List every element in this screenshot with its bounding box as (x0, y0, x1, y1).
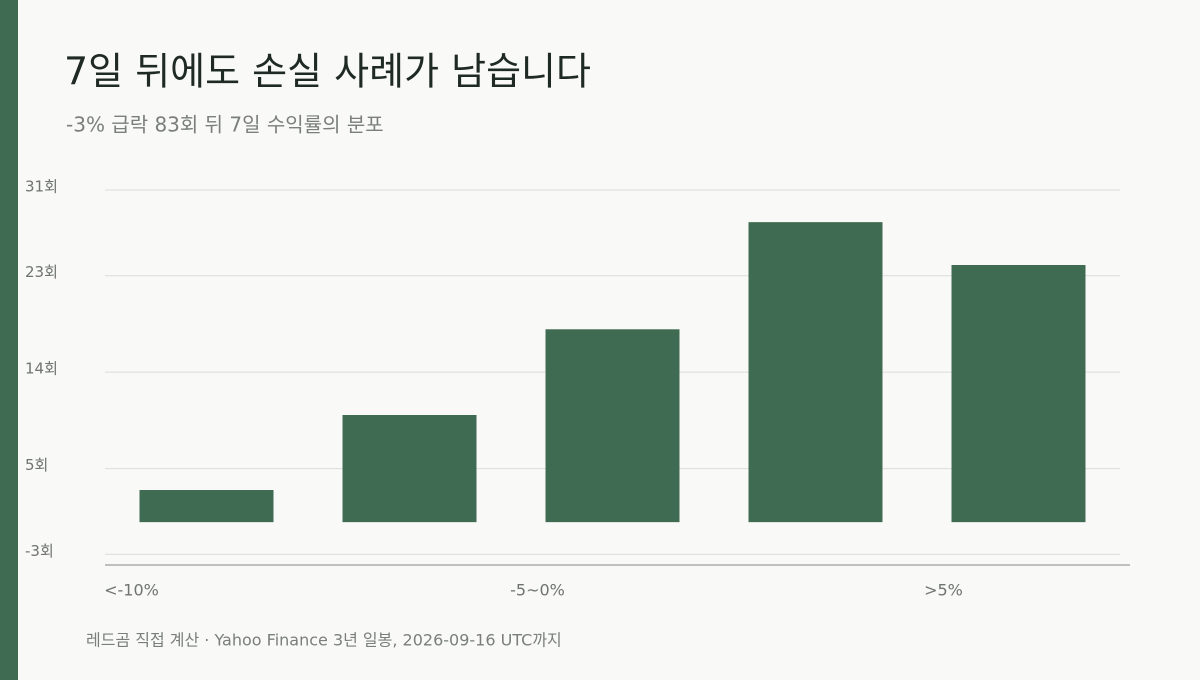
bar (545, 329, 680, 523)
y-tick-label: -3회 (25, 542, 54, 560)
y-tick-label: 14회 (25, 360, 58, 378)
y-tick-label: 5회 (25, 456, 48, 474)
bar (139, 490, 274, 523)
bar (342, 415, 477, 523)
bar (748, 222, 883, 523)
x-tick-label: <-10% (104, 581, 159, 600)
source-note: 레드곰 직접 계산 · Yahoo Finance 3년 일봉, 2026-09… (86, 631, 562, 650)
bar (951, 265, 1086, 523)
y-tick-label: 23회 (25, 263, 58, 281)
chart-title: 7일 뒤에도 손실 사례가 남습니다 (64, 50, 591, 94)
x-tick-label: -5~0% (510, 581, 565, 600)
y-tick-label: 31회 (25, 178, 58, 196)
chart-subtitle: -3% 급락 83회 뒤 7일 수익률의 분포 (66, 113, 384, 137)
accent-stripe (0, 0, 18, 680)
x-tick-label: >5% (924, 581, 963, 600)
